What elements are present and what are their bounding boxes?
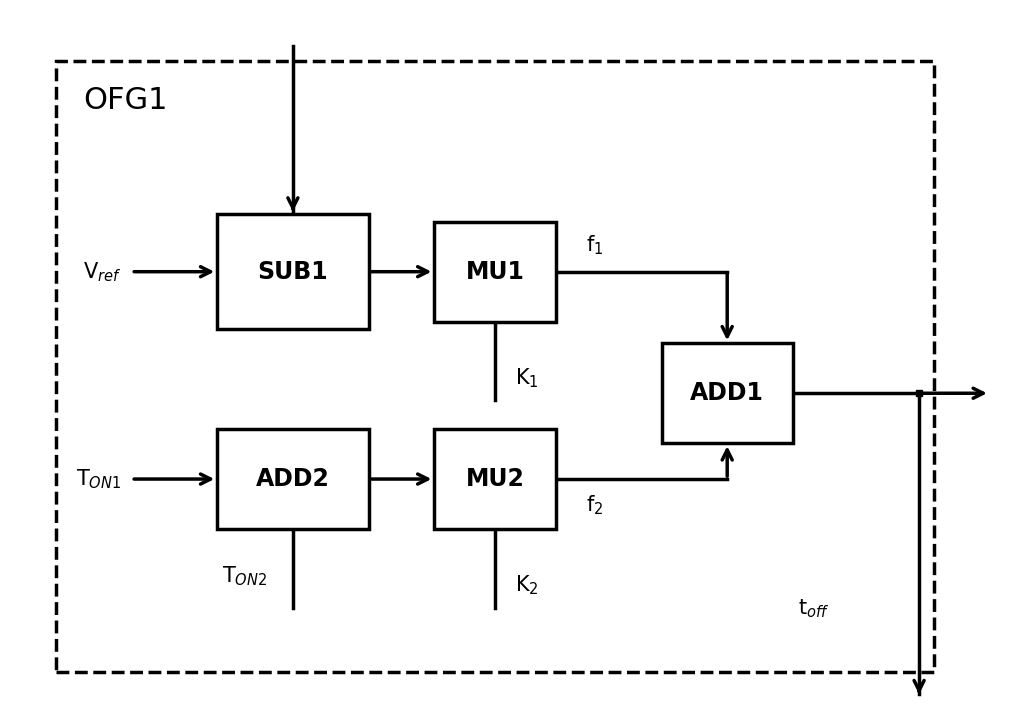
Text: K$_1$: K$_1$ xyxy=(515,366,539,390)
Bar xyxy=(662,343,793,443)
Text: ADD2: ADD2 xyxy=(256,467,330,491)
Bar xyxy=(217,214,369,329)
Text: MU2: MU2 xyxy=(466,467,524,491)
Bar xyxy=(434,222,556,322)
Bar xyxy=(434,429,556,529)
Text: T$_{ON2}$: T$_{ON2}$ xyxy=(222,565,268,588)
Text: V$_{ref}$: V$_{ref}$ xyxy=(83,260,121,284)
Bar xyxy=(217,429,369,529)
Text: K$_2$: K$_2$ xyxy=(515,573,539,597)
Text: SUB1: SUB1 xyxy=(258,260,328,284)
Bar xyxy=(56,61,934,672)
Text: OFG1: OFG1 xyxy=(83,86,168,115)
Text: f$_1$: f$_1$ xyxy=(586,234,603,257)
Text: t$_{off}$: t$_{off}$ xyxy=(798,597,829,620)
Text: T$_{ON1}$: T$_{ON1}$ xyxy=(76,467,121,491)
Text: MU1: MU1 xyxy=(466,260,524,284)
Text: f$_2$: f$_2$ xyxy=(586,493,603,517)
Text: ADD1: ADD1 xyxy=(690,381,765,405)
